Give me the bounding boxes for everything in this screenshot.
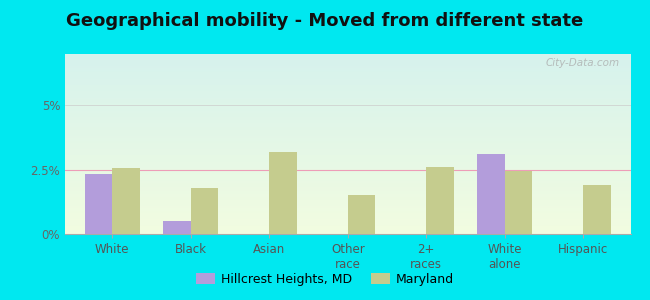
- Bar: [84, 174, 112, 234]
- Bar: [163, 221, 190, 234]
- Bar: [505, 171, 532, 234]
- Bar: [269, 152, 296, 234]
- Bar: [348, 195, 375, 234]
- Bar: [426, 167, 454, 234]
- Text: Geographical mobility - Moved from different state: Geographical mobility - Moved from diffe…: [66, 12, 584, 30]
- Bar: [477, 154, 505, 234]
- Legend: Hillcrest Heights, MD, Maryland: Hillcrest Heights, MD, Maryland: [191, 268, 459, 291]
- Bar: [112, 168, 140, 234]
- Bar: [584, 185, 611, 234]
- Bar: [190, 188, 218, 234]
- Text: City-Data.com: City-Data.com: [545, 58, 619, 68]
